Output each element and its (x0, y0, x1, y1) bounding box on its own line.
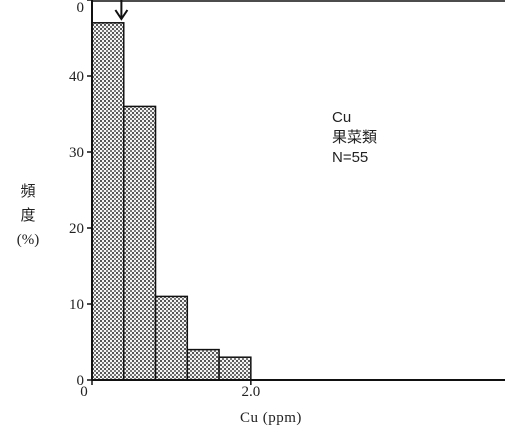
annotation-category: 果菜類 (332, 129, 378, 146)
x-tick-label: 2.0 (241, 384, 260, 400)
chart-annotation: Cu 果菜類 N=55 (332, 108, 377, 168)
x-axis-label: Cu (ppm) (240, 410, 302, 426)
y-axis-label-line: 度 (20, 208, 36, 224)
y-axis-label-line: (%) (16, 232, 40, 248)
annotation-element: Cu (332, 109, 352, 126)
annotation-sample-size: N=55 (332, 149, 369, 166)
y-axis-label-line: 頻 (20, 184, 36, 200)
histogram-bar (91, 22, 125, 381)
y-tick-label: 0 (77, 0, 85, 16)
bars-layer (91, 22, 252, 381)
y-tick-label: 40 (69, 69, 84, 85)
axes-layer (91, 0, 505, 381)
y-tick-label: 30 (69, 145, 84, 161)
histogram-bar (123, 105, 157, 381)
histogram-bar (154, 295, 189, 381)
y-tick-label: 10 (69, 297, 84, 313)
x-tick-label: 0 (80, 384, 88, 400)
y-axis-label: 頻 度 (%) (6, 180, 50, 252)
y-tick-label: 20 (69, 221, 84, 237)
y-tick-label: 0 (77, 373, 85, 389)
histogram-bar (186, 348, 220, 381)
histogram-bar (218, 356, 252, 381)
mean-arrow-head (114, 9, 129, 21)
